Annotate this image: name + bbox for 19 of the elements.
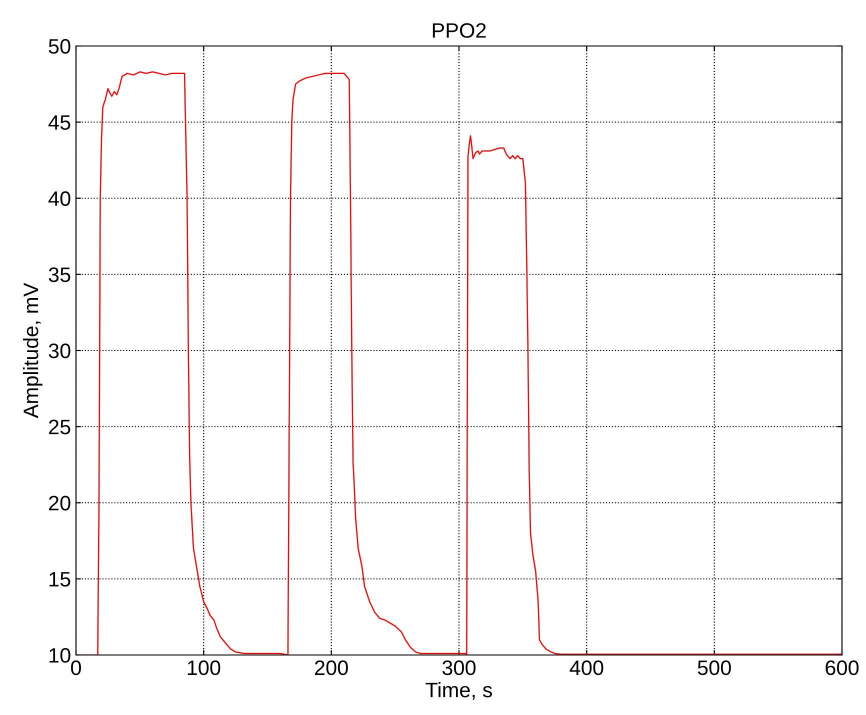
x-tick-label: 100	[188, 660, 220, 676]
y-tick-label: 45	[48, 115, 70, 130]
y-tick-label: 35	[48, 267, 70, 282]
y-tick-label: 40	[48, 191, 70, 206]
x-tick-label: 600	[826, 660, 859, 676]
y-tick-label: 10	[50, 648, 70, 663]
y-tick-label: 20	[49, 496, 70, 511]
y-axis-title: Amplitude, mV	[22, 282, 42, 418]
x-tick-label: 400	[570, 660, 604, 676]
chart-title: PPO2	[432, 23, 486, 38]
x-tick-label: 0	[71, 660, 81, 676]
x-tick-label: 200	[315, 660, 348, 676]
y-tick-label: 50	[48, 39, 70, 54]
x-tick-label: 300	[442, 660, 476, 676]
y-tick-label: 25	[49, 420, 70, 434]
x-axis-title: Time, s	[426, 682, 492, 700]
y-tick-label: 15	[50, 572, 70, 587]
x-tick-label: 500	[698, 660, 731, 676]
y-tick-label: 30	[48, 344, 70, 358]
